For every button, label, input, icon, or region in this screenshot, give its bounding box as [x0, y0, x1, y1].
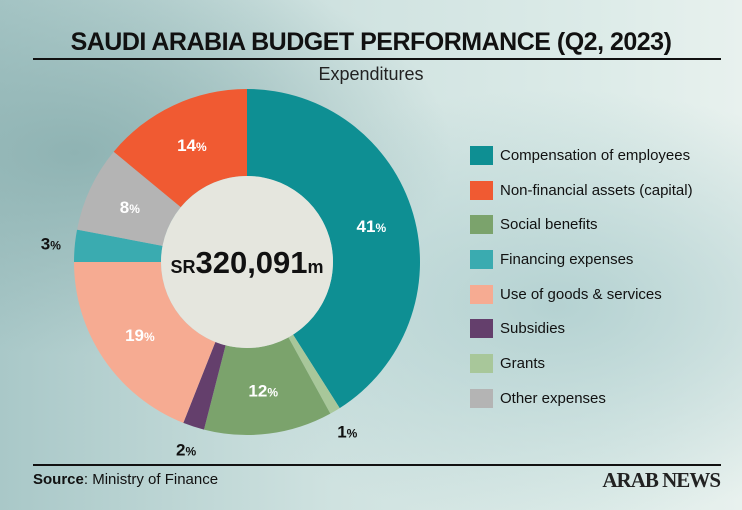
legend-label: Other expenses	[500, 389, 606, 407]
legend-item: Other expenses	[470, 381, 693, 416]
legend-label: Financing expenses	[500, 250, 634, 268]
legend-swatch	[470, 180, 493, 200]
footer-divider	[33, 464, 721, 466]
legend-label: Social benefits	[500, 216, 598, 234]
legend-swatch	[470, 249, 493, 269]
data-label: 41%	[357, 217, 387, 236]
legend-label: Grants	[500, 354, 546, 372]
legend-swatch	[470, 215, 493, 235]
title-divider	[33, 58, 721, 60]
data-label: 8%	[120, 198, 140, 217]
legend-item: Use of goods & services	[470, 277, 693, 312]
arab-news-logo: ARAB NEWS	[602, 468, 721, 492]
data-label: 3%	[41, 234, 61, 253]
legend-item: Subsidies	[470, 311, 693, 346]
data-label: 1%	[337, 423, 357, 442]
slice-other-expenses	[77, 151, 181, 246]
legend-label: Use of goods & services	[500, 285, 662, 303]
legend-item: Financing expenses	[470, 242, 693, 277]
slice-social-benefits	[203, 337, 331, 435]
data-label: 14%	[177, 136, 207, 155]
chart-subtitle: Expenditures	[318, 64, 424, 84]
slice-grants	[288, 334, 340, 414]
slice-compensation-of-employees	[247, 89, 420, 409]
legend-label: Compensation of employees	[500, 146, 691, 164]
legend-swatch	[470, 353, 493, 373]
legend-swatch	[470, 388, 493, 408]
source-note: Source: Ministry of Finance	[33, 471, 218, 488]
legend: Compensation of employees Non-financial a…	[470, 138, 693, 416]
chart-title: SAUDI ARABIA BUDGET PERFORMANCE (Q2, 202…	[70, 28, 672, 56]
data-label: 2%	[176, 440, 196, 459]
data-label: 12%	[248, 381, 278, 400]
slice-non-financial-assets-capital-	[113, 89, 248, 208]
legend-item: Non-financial assets (capital)	[470, 173, 693, 208]
legend-item: Social benefits	[470, 207, 693, 242]
donut-center	[161, 176, 333, 348]
legend-item: Compensation of employees	[470, 138, 693, 173]
data-label: 19%	[125, 326, 155, 345]
legend-swatch	[470, 145, 493, 165]
source-text: : Ministry of Finance	[83, 471, 219, 488]
legend-label: Subsidies	[500, 320, 566, 338]
source-label: Source	[33, 471, 84, 488]
legend-swatch	[470, 284, 493, 304]
slice-use-of-goods-services	[73, 262, 216, 423]
slice-financing-expenses	[74, 229, 163, 262]
legend-label: Non-financial assets (capital)	[500, 181, 693, 199]
legend-item: Grants	[470, 346, 693, 381]
slice-subsidies	[183, 341, 226, 430]
legend-swatch	[470, 319, 493, 339]
total-label: SR320,091m	[170, 245, 323, 280]
